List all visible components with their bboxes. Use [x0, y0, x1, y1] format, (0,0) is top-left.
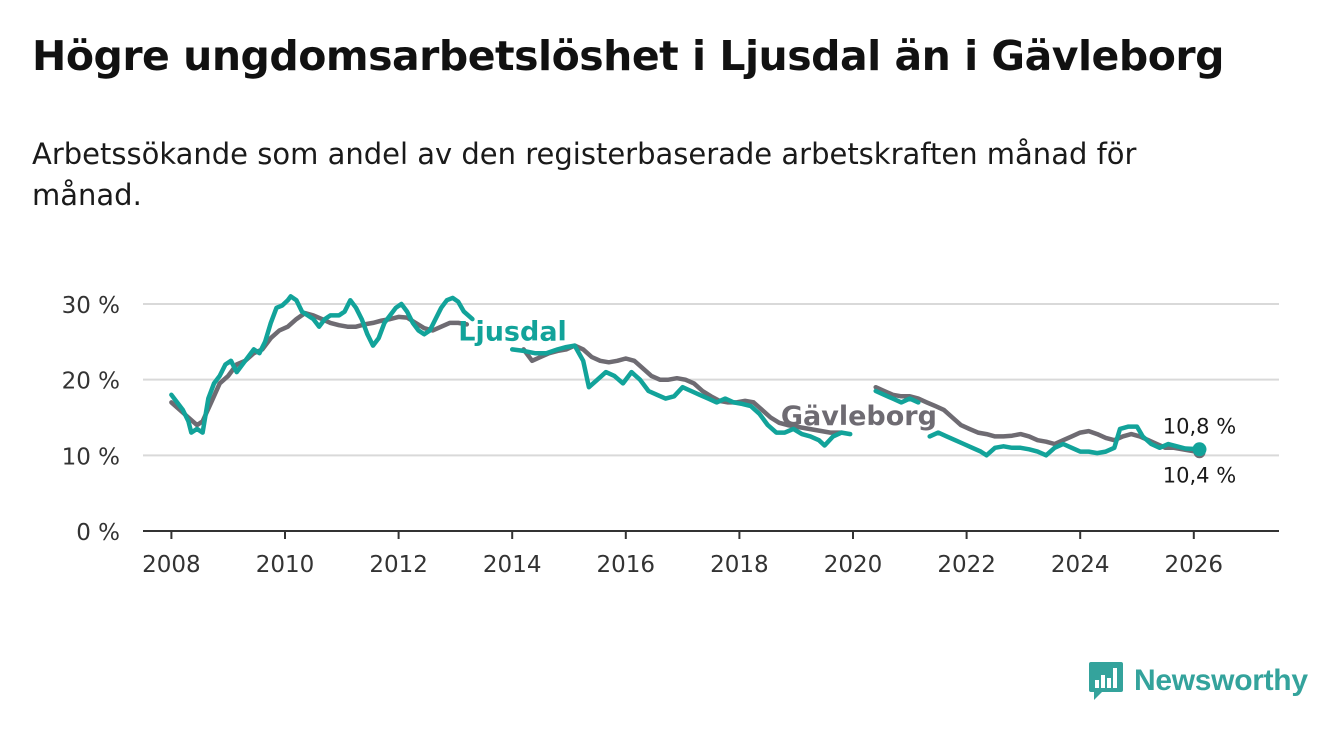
x-tick-label: 2024: [1051, 552, 1110, 578]
end-value-gavleborg: 10,4 %: [1163, 463, 1236, 487]
grid-lines: [143, 303, 1279, 457]
x-tick-label: 2026: [1165, 552, 1224, 578]
end-value-ljusdal: 10,8 %: [1163, 414, 1236, 438]
x-tick-label: 2022: [937, 552, 996, 578]
series-label-gavleborg: Gävleborg: [781, 401, 937, 432]
y-tick-label: 0 %: [76, 520, 120, 546]
chart-subtitle: Arbetssökande som andel av den registerb…: [32, 137, 1137, 212]
end-point-ljusdal: [1192, 442, 1207, 457]
x-tick-label: 2008: [142, 552, 201, 578]
series-line-gävleborg: [169, 310, 1202, 455]
y-tick-label: 20 %: [62, 369, 120, 395]
x-tick-label: 2020: [824, 552, 883, 578]
x-tick-label: 2012: [369, 552, 428, 578]
x-tick-label: 2014: [483, 552, 542, 578]
series-lines: [169, 294, 1202, 458]
x-axis: 2008 2010 2012 2014 2016 2018 2020 2022 2024 2026: [142, 530, 1279, 578]
chart-title: Högre ungdomsarbetslöshet i Ljusdal än i…: [32, 32, 1224, 80]
series-line-ljusdal: [169, 294, 1202, 458]
y-axis: 0 % 10 % 20 % 30 %: [62, 293, 120, 546]
series-labels: Ljusdal Gävleborg 10,8 % 10,4 %: [458, 316, 1236, 487]
brand-name: Newsworthy: [1134, 664, 1308, 697]
x-tick-label: 2010: [256, 552, 315, 578]
series-label-ljusdal: Ljusdal: [458, 316, 567, 347]
brand-logo: Newsworthy: [1088, 660, 1308, 702]
bar-chart-logo-icon: [1089, 662, 1123, 700]
y-tick-label: 30 %: [62, 293, 120, 319]
x-tick-label: 2018: [710, 552, 769, 578]
x-tick-label: 2016: [597, 552, 656, 578]
y-tick-label: 10 %: [62, 444, 120, 470]
